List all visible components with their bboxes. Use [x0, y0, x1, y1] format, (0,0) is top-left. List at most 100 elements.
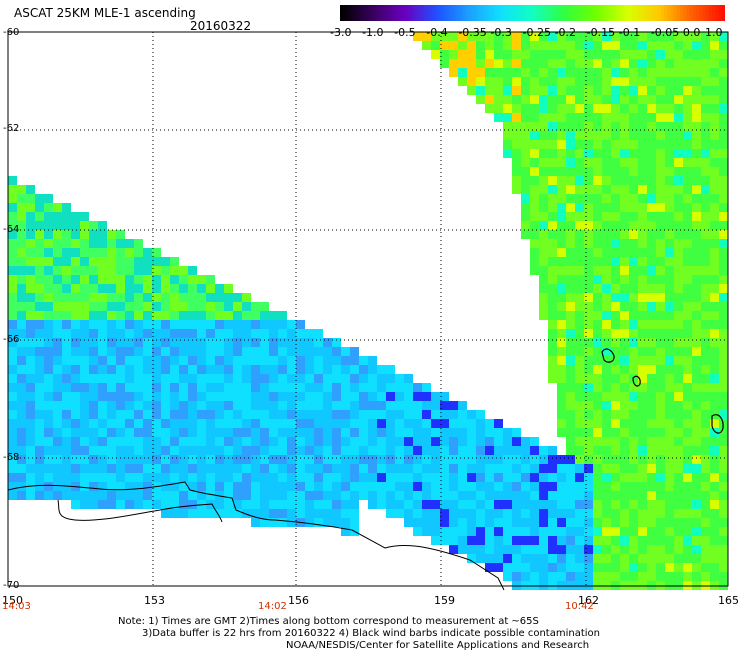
swath-cell	[665, 383, 674, 392]
swath-cell	[215, 311, 224, 320]
swath-cell	[134, 374, 143, 383]
swath-cell	[656, 500, 665, 509]
swath-cell	[179, 446, 188, 455]
swath-cell	[548, 122, 557, 131]
swath-cell	[557, 104, 566, 113]
swath-cell	[602, 32, 611, 41]
swath-cell	[170, 428, 179, 437]
swath-cell	[206, 455, 215, 464]
swath-cell	[287, 491, 296, 500]
swath-cell	[233, 464, 242, 473]
swath-cell	[107, 428, 116, 437]
swath-cell	[251, 455, 260, 464]
swath-cell	[683, 104, 692, 113]
swath-cell	[80, 248, 89, 257]
swath-cell	[359, 437, 368, 446]
swath-cell	[557, 266, 566, 275]
swath-cell	[62, 320, 71, 329]
swath-cell	[215, 473, 224, 482]
swath-cell	[512, 95, 521, 104]
swath-cell	[710, 203, 719, 212]
swath-cell	[647, 284, 656, 293]
swath-cell	[305, 392, 314, 401]
swath-cell	[332, 392, 341, 401]
swath-cell	[98, 293, 107, 302]
swath-cell	[512, 536, 521, 545]
swath-cell	[251, 518, 260, 527]
swath-cell	[152, 293, 161, 302]
swath-cell	[620, 59, 629, 68]
swath-cell	[575, 446, 584, 455]
swath-cell	[710, 365, 719, 374]
swath-cell	[575, 464, 584, 473]
swath-cell	[35, 482, 44, 491]
swath-cell	[575, 32, 584, 41]
swath-cell	[107, 248, 116, 257]
swath-cell	[242, 455, 251, 464]
swath-cell	[170, 455, 179, 464]
swath-cell	[620, 347, 629, 356]
swath-cell	[269, 518, 278, 527]
swath-cell	[233, 428, 242, 437]
swath-cell	[539, 446, 548, 455]
swath-cell	[539, 257, 548, 266]
swath-cell	[377, 419, 386, 428]
swath-cell	[332, 365, 341, 374]
swath-cell	[17, 203, 26, 212]
swath-cell	[620, 122, 629, 131]
swath-cell	[719, 527, 728, 536]
swath-cell	[143, 491, 152, 500]
swath-cell	[386, 509, 395, 518]
swath-cell	[557, 527, 566, 536]
swath-cell	[539, 77, 548, 86]
swath-cell	[710, 131, 719, 140]
swath-cell	[350, 473, 359, 482]
swath-cell	[647, 518, 656, 527]
swath-cell	[395, 374, 404, 383]
swath-cell	[467, 464, 476, 473]
swath-cell	[557, 428, 566, 437]
swath-cell	[557, 455, 566, 464]
swath-cell	[710, 446, 719, 455]
swath-cell	[449, 41, 458, 50]
swath-cell	[620, 554, 629, 563]
swath-cell	[332, 473, 341, 482]
swath-cell	[152, 437, 161, 446]
swath-cell	[197, 356, 206, 365]
swath-cell	[548, 50, 557, 59]
swath-cell	[593, 104, 602, 113]
swath-cell	[35, 365, 44, 374]
swath-cell	[80, 437, 89, 446]
swath-cell	[476, 554, 485, 563]
swath-cell	[701, 410, 710, 419]
swath-cell	[701, 248, 710, 257]
swath-cell	[611, 149, 620, 158]
swath-cell	[233, 482, 242, 491]
swath-cell	[80, 419, 89, 428]
swath-cell	[494, 437, 503, 446]
swath-cell	[683, 545, 692, 554]
swath-cell	[548, 329, 557, 338]
swath-cell	[719, 401, 728, 410]
swath-cell	[98, 392, 107, 401]
swath-cell	[575, 194, 584, 203]
swath-cell	[476, 41, 485, 50]
swath-cell	[656, 68, 665, 77]
swath-cell	[224, 347, 233, 356]
swath-cell	[638, 230, 647, 239]
swath-cell	[215, 320, 224, 329]
swath-cell	[152, 275, 161, 284]
swath-cell	[458, 464, 467, 473]
swath-cell	[8, 320, 17, 329]
swath-cell	[647, 428, 656, 437]
swath-cell	[593, 446, 602, 455]
swath-cell	[260, 320, 269, 329]
swath-cell	[674, 32, 683, 41]
swath-cell	[539, 545, 548, 554]
swath-cell	[638, 77, 647, 86]
swath-cell	[53, 284, 62, 293]
swath-cell	[98, 482, 107, 491]
swath-cell	[8, 185, 17, 194]
swath-cell	[152, 347, 161, 356]
swath-cell	[557, 545, 566, 554]
